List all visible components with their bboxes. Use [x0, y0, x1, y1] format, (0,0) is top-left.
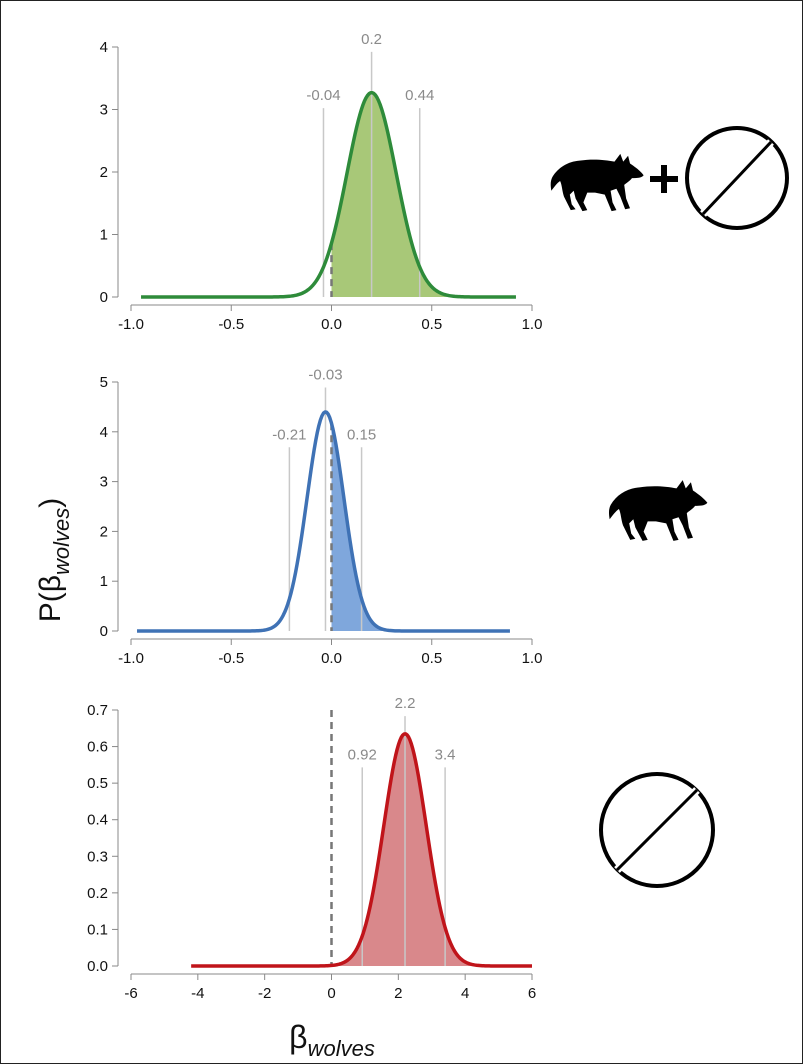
y-tick-label: 4 — [100, 424, 108, 441]
y-tick-label: 0.7 — [87, 702, 108, 719]
y-tick-label: 3 — [100, 474, 108, 491]
y-tick-label: 0.5 — [87, 775, 108, 792]
y-tick-label: 0 — [100, 623, 108, 640]
y-tick-label: 0.4 — [87, 812, 108, 829]
x-tick-label: 0 — [327, 985, 335, 1002]
interval-label: 2.2 — [395, 695, 416, 712]
x-tick-label: -2 — [258, 985, 271, 1002]
x-tick-label: 1.0 — [522, 650, 543, 667]
density-curve — [136, 410, 511, 633]
panel-2-icons — [608, 480, 708, 541]
panel-1-chart: 0 1 2 3 4 -1.0 -0.5 0.0 0.5 1.0 -0.04 0.2 0.44 — [100, 31, 543, 333]
panel-3-icons — [599, 772, 715, 888]
plus-icon — [650, 165, 678, 193]
y-axis-title: P(βwolves) — [34, 498, 74, 623]
panel-2-chart: 0 1 2 3 4 5 -1.0 -0.5 0.0 0.5 1.0 -0.21 -0.03 0.15 — [100, 367, 543, 667]
y-tick-label: 0.1 — [87, 921, 108, 938]
x-tick-label: 0.0 — [321, 316, 342, 333]
interval-label: -0.21 — [272, 426, 306, 443]
interval-label: 0.92 — [348, 746, 377, 763]
y-tick-label: 2 — [100, 523, 108, 540]
y-tick-label: 1 — [100, 227, 108, 244]
y-tick-label: 0.3 — [87, 848, 108, 865]
x-tick-label: -1.0 — [118, 650, 144, 667]
y-tick-label: 3 — [100, 102, 108, 119]
y-tick-label: 0.2 — [87, 885, 108, 902]
x-tick-label: 6 — [528, 985, 536, 1002]
shaded-area — [331, 92, 516, 297]
x-tick-label: 0.5 — [421, 650, 442, 667]
y-tick-label: 4 — [100, 39, 108, 56]
x-tick-label: 0.0 — [321, 650, 342, 667]
y-tick-label: 2 — [100, 164, 108, 181]
shaded-area — [331, 423, 510, 631]
y-tick-label: 5 — [100, 374, 108, 391]
interval-label: 0.15 — [347, 426, 376, 443]
shaded-area — [331, 733, 532, 966]
density-curve — [140, 90, 517, 299]
x-tick-label: -0.5 — [218, 316, 244, 333]
x-tick-label: 0.5 — [421, 316, 442, 333]
y-tick-label: 0 — [100, 289, 108, 306]
x-tick-label: 2 — [394, 985, 402, 1002]
y-tick-label: 0.0 — [87, 958, 108, 975]
y-tick-label: 1 — [100, 573, 108, 590]
x-tick-label: -1.0 — [118, 316, 144, 333]
panel-1-icons — [550, 126, 789, 230]
interval-label: 3.4 — [435, 746, 456, 763]
interval-label: 0.44 — [405, 87, 434, 104]
no-wolf-icon — [599, 772, 715, 888]
x-tick-label: 1.0 — [522, 316, 543, 333]
panel-3-chart: 0.0 0.1 0.2 0.3 0.4 0.5 0.6 0.7 -6 -4 -2 0 2 4 6 0.92 2.… — [87, 695, 536, 1002]
interval-label: -0.03 — [308, 367, 342, 384]
x-tick-label: -6 — [124, 985, 137, 1002]
x-axis-title: βwolves — [289, 1019, 375, 1061]
no-wolf-icon — [685, 126, 789, 230]
x-tick-label: -4 — [191, 985, 204, 1002]
wolf-icon — [550, 153, 644, 212]
x-tick-label: -0.5 — [218, 650, 244, 667]
wolf-icon — [608, 480, 708, 541]
x-tick-label: 4 — [461, 985, 469, 1002]
density-curve — [190, 732, 533, 968]
interval-label: -0.04 — [306, 87, 340, 104]
interval-label: 0.2 — [361, 31, 382, 48]
y-tick-label: 0.6 — [87, 739, 108, 756]
